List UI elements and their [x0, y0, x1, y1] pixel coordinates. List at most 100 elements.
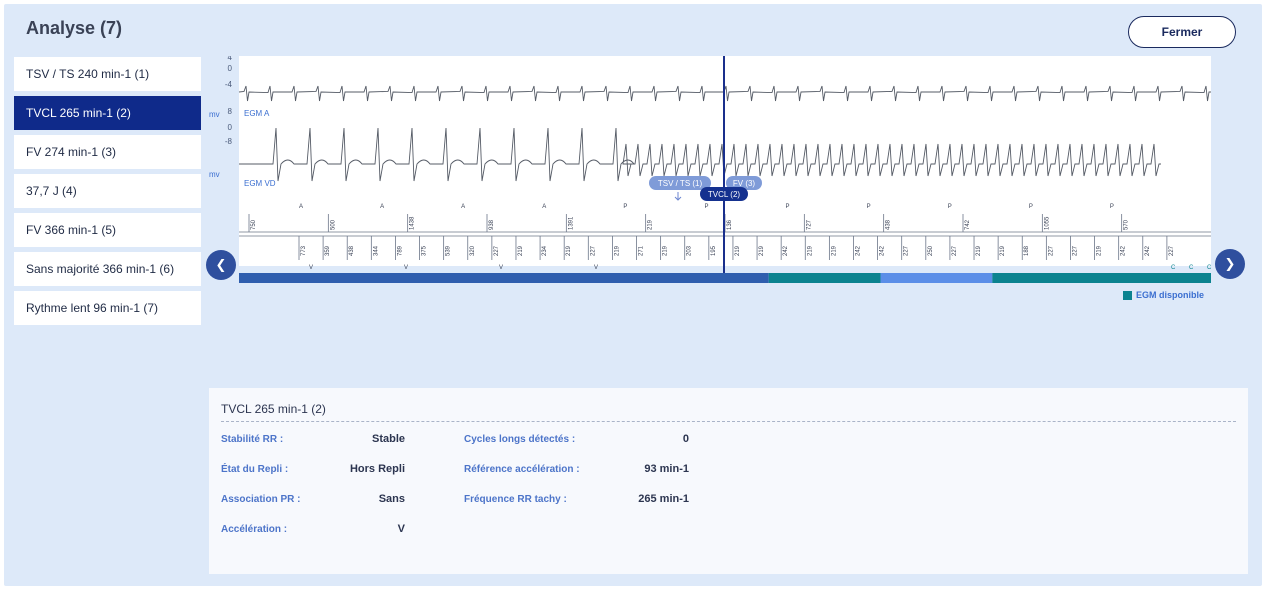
event-marker-pill[interactable]: [726, 176, 762, 190]
interval-label: 219: [759, 245, 765, 256]
interval-label: 227: [590, 245, 596, 256]
interval-label: 242: [855, 245, 861, 256]
ventricular-marker: C: [1207, 265, 1212, 271]
ventricular-marker: V: [594, 265, 598, 271]
interval-label: 219: [663, 245, 669, 256]
interval-label: 219: [1000, 245, 1006, 256]
interval-label: 1055: [1044, 216, 1050, 230]
interval-label: 227: [952, 245, 958, 256]
interval-label: 570: [1124, 219, 1130, 230]
pr-association-value: Sans: [378, 493, 405, 505]
event-list: TSV / TS 240 min-1 (1) TVCL 265 min-1 (2…: [14, 57, 201, 330]
ventricular-marker: V: [499, 265, 503, 271]
interval-label: 773: [301, 245, 307, 256]
fallback-state-label: État du Repli :: [221, 464, 289, 475]
tachy-rr-frequency-value: 265 min-1: [638, 493, 689, 505]
interval-label: 203: [687, 245, 693, 256]
stability-value: Stable: [371, 433, 405, 445]
down-arrow-icon: [674, 192, 682, 201]
interval-label: 219: [807, 245, 813, 256]
next-button[interactable]: ❯: [1215, 249, 1245, 279]
interval-label: 250: [928, 245, 934, 256]
chevron-left-icon: ❮: [215, 257, 227, 273]
egm-legend: EGM disponible: [1123, 290, 1204, 300]
pr-association-label: Association PR :: [221, 494, 301, 505]
acceleration-value: V: [397, 523, 405, 535]
unit-label: mv: [209, 170, 220, 179]
event-item-1[interactable]: TSV / TS 240 min-1 (1): [14, 57, 201, 91]
atrial-marker: A: [380, 204, 384, 210]
interval-label: 136: [727, 219, 733, 230]
interval-label: 320: [470, 245, 476, 256]
atrial-marker: P: [948, 204, 952, 210]
event-marker-pill[interactable]: [700, 187, 748, 201]
interval-label: 219: [648, 219, 654, 230]
interval-label: 219: [566, 245, 572, 256]
interval-label: 188: [1024, 245, 1030, 256]
axis-tick-label: -8: [225, 137, 233, 146]
axis-tick-label: -4: [225, 80, 233, 89]
atrial-marker: P: [704, 204, 708, 210]
axis-tick-label: 0: [228, 64, 233, 73]
event-marker-pill[interactable]: [649, 176, 711, 190]
interval-label: 727: [806, 219, 812, 230]
channel-label-egm-vd: EGM VD: [244, 179, 276, 188]
atrial-marker: A: [299, 204, 303, 210]
atrial-marker: A: [461, 204, 465, 210]
interval-label: 227: [904, 245, 910, 256]
previous-button[interactable]: ❮: [206, 250, 236, 280]
interval-label: 789: [397, 245, 403, 256]
interval-label: 234: [542, 245, 548, 256]
stability-label: Stabilité RR :: [221, 434, 284, 445]
interval-label: 242: [880, 245, 886, 256]
atrial-marker: P: [786, 204, 790, 210]
interval-label: 227: [1169, 245, 1175, 256]
progress-segment: [239, 273, 769, 283]
interval-label: 1438: [410, 216, 416, 230]
interval-label: 227: [1048, 245, 1054, 256]
tachy-rr-frequency-label: Fréquence RR tachy :: [464, 494, 567, 505]
unit-label: mv: [209, 110, 220, 119]
progress-segment: [880, 273, 993, 283]
ventricular-marker: V: [404, 265, 408, 271]
long-cycles-value: 0: [682, 433, 689, 445]
atrial-marker: P: [867, 204, 871, 210]
event-marker-label: TVCL (2): [708, 190, 740, 199]
egm-chart[interactable]: 4 0 -4 mv 8 0 -8 mv EGM A EGM VD 750 500 1438 938 13…: [206, 53, 1246, 306]
interval-label: 438: [349, 245, 355, 256]
ventricular-marker: V: [309, 265, 313, 271]
event-marker-label: FV (3): [733, 179, 756, 188]
ventricular-marker: C: [1171, 265, 1176, 271]
interval-label: 742: [965, 219, 971, 230]
egm-vd-trace: [239, 127, 1161, 182]
event-item-6[interactable]: Sans majorité 366 min-1 (6): [14, 252, 201, 286]
legend-label: EGM disponible: [1136, 290, 1205, 300]
interval-label: 750: [251, 219, 257, 230]
interval-label: 219: [831, 245, 837, 256]
page-title: Analyse (7): [26, 18, 123, 38]
details-panel: TVCL 265 min-1 (2) Stabilité RR : Stable…: [209, 388, 1248, 574]
egm-svg: 4 0 -4 mv 8 0 -8 mv EGM A EGM VD 750 500 1438 938 13…: [209, 53, 1212, 283]
interval-label: 1391: [568, 216, 574, 230]
acceleration-label: Accélération :: [221, 524, 288, 535]
close-button[interactable]: Fermer: [1128, 16, 1236, 48]
interval-label: 227: [1072, 245, 1078, 256]
interval-label: 219: [614, 245, 620, 256]
interval-label: 219: [518, 245, 524, 256]
interval-label: 219: [1097, 245, 1103, 256]
event-item-2[interactable]: TVCL 265 min-1 (2): [14, 96, 201, 130]
event-item-7[interactable]: Rythme lent 96 min-1 (7): [14, 291, 201, 325]
progress-segment: [768, 273, 881, 283]
interval-label: 500: [330, 219, 336, 230]
interval-label: 242: [783, 245, 789, 256]
axis-tick-label: 4: [228, 56, 233, 62]
event-item-3[interactable]: FV 274 min-1 (3): [14, 135, 201, 169]
interval-label: 375: [422, 245, 428, 256]
interval-label: 938: [489, 219, 495, 230]
atrial-marker: P: [623, 204, 627, 210]
egm-a-trace: [238, 85, 1211, 102]
event-item-5[interactable]: FV 366 min-1 (5): [14, 213, 201, 247]
event-marker-label: TSV / TS (1): [658, 179, 703, 188]
event-item-4[interactable]: 37,7 J (4): [14, 174, 201, 208]
interval-label: 195: [711, 245, 717, 256]
